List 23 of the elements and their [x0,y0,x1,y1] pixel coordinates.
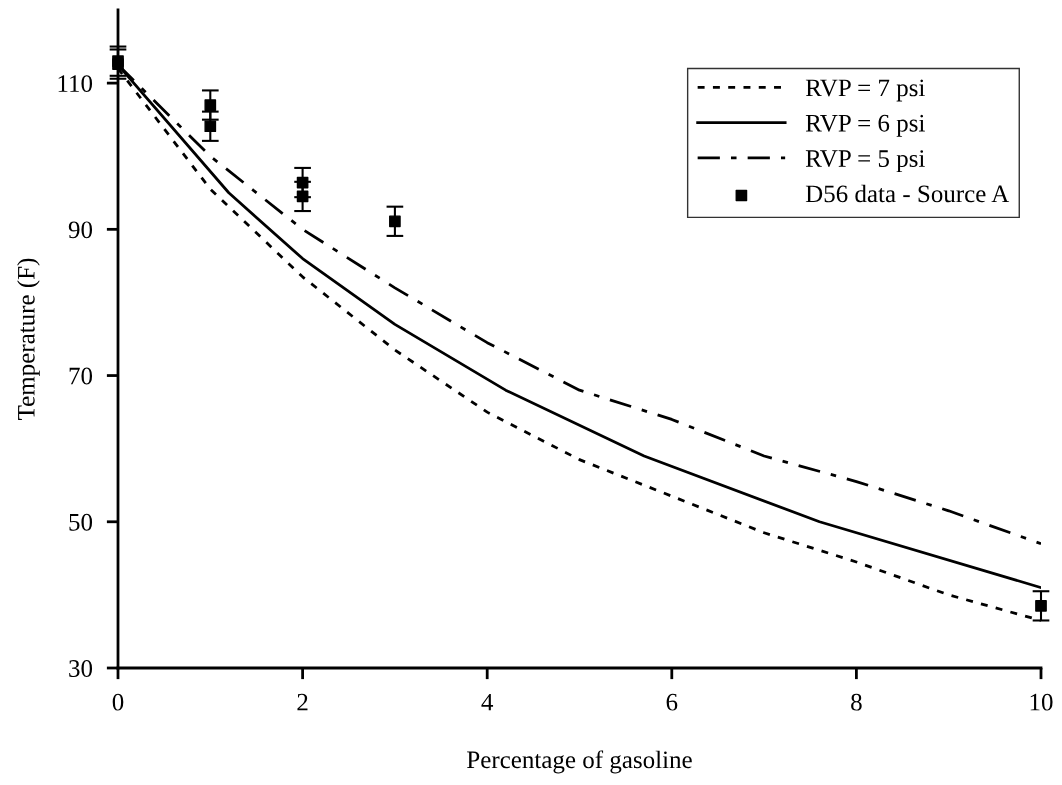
x-tick-label: 8 [851,693,862,711]
point [1035,600,1047,612]
y-tick-label: 70 [69,367,93,385]
legend-label: RVP = 6 psi [805,114,925,137]
point [204,99,217,111]
x-tick-label: 6 [666,693,678,711]
y-tick-label: 90 [68,221,93,239]
point [389,215,401,228]
x-axis-title: Percentage of gasoline [467,750,692,774]
point [296,176,309,189]
y-tick-label: 110 [58,75,93,93]
legend-label: RVP = 5 psi [805,150,925,173]
x-tick-label: 10 [1030,693,1053,711]
y-axis-title: Temperature (F) [17,258,40,420]
legend-label: RVP = 7 psi [805,79,925,102]
y-tick-label: 30 [69,660,93,677]
x-tick-label: 0 [112,693,124,711]
x-tick-label: 4 [481,693,494,711]
point [204,120,217,133]
legend-label: D56 data - Source A [805,184,1010,203]
point [296,190,309,203]
y-tick-label: 50 [69,513,93,531]
x-tick-label: 2 [297,693,308,711]
